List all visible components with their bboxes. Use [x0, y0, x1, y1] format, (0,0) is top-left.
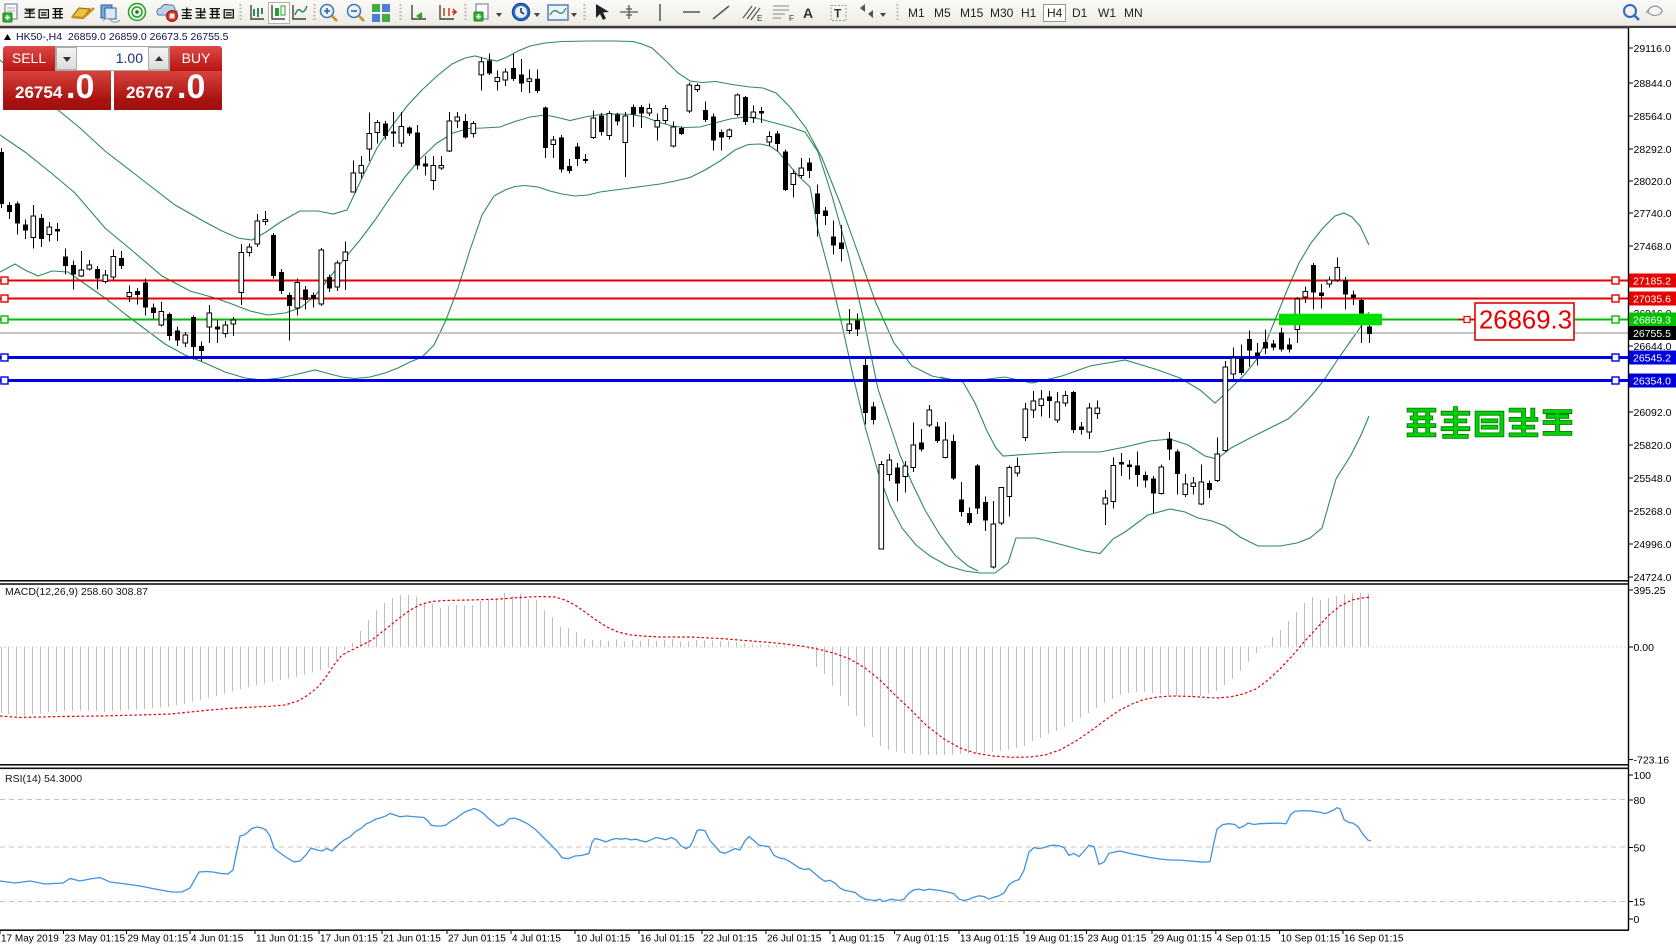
svg-text:0.00: 0.00 — [1634, 642, 1655, 654]
svg-text:28844.0: 28844.0 — [1634, 78, 1672, 90]
svg-text:26354.0: 26354.0 — [1633, 376, 1671, 388]
svg-text:28564.0: 28564.0 — [1634, 111, 1672, 123]
svg-text:29 May 01:15: 29 May 01:15 — [128, 934, 189, 945]
svg-text:24996.0: 24996.0 — [1634, 539, 1672, 551]
svg-text:A: A — [803, 5, 813, 21]
svg-text:17 Jun 01:15: 17 Jun 01:15 — [320, 934, 378, 945]
svg-text:25268.0: 25268.0 — [1634, 506, 1672, 518]
svg-text:19 Aug 01:15: 19 Aug 01:15 — [1025, 934, 1084, 945]
svg-text:22 Jul 01:15: 22 Jul 01:15 — [703, 934, 758, 945]
svg-text:16 Sep 01:15: 16 Sep 01:15 — [1344, 934, 1404, 945]
svg-text:13 Aug 01:15: 13 Aug 01:15 — [960, 934, 1019, 945]
svg-text:26 Jul 01:15: 26 Jul 01:15 — [767, 934, 822, 945]
svg-text:15: 15 — [1634, 896, 1646, 908]
svg-text:4 Jul 01:15: 4 Jul 01:15 — [512, 934, 561, 945]
svg-text:27740.0: 27740.0 — [1634, 208, 1672, 220]
svg-text:25820.0: 25820.0 — [1634, 440, 1672, 452]
svg-text:26092.0: 26092.0 — [1634, 407, 1672, 419]
svg-text:50: 50 — [1634, 842, 1646, 854]
svg-text:7 Aug 01:15: 7 Aug 01:15 — [896, 934, 950, 945]
svg-text:17 May 2019: 17 May 2019 — [1, 934, 59, 945]
svg-text:29116.0: 29116.0 — [1634, 43, 1671, 55]
svg-text:1 Aug 01:15: 1 Aug 01:15 — [831, 934, 885, 945]
svg-text:27035.6: 27035.6 — [1633, 294, 1671, 306]
svg-text:11 Jun 01:15: 11 Jun 01:15 — [256, 934, 314, 945]
svg-text:24724.0: 24724.0 — [1634, 572, 1672, 584]
svg-text:26644.0: 26644.0 — [1634, 341, 1672, 353]
svg-text:25548.0: 25548.0 — [1634, 473, 1672, 485]
svg-text:RSI(14) 54.3000: RSI(14) 54.3000 — [5, 773, 82, 785]
svg-text:E: E — [757, 14, 762, 23]
svg-text:28020.0: 28020.0 — [1634, 176, 1672, 188]
svg-text:MACD(12,26,9) 258.60 308.87: MACD(12,26,9) 258.60 308.87 — [5, 586, 148, 598]
svg-text:29 Aug 01:15: 29 Aug 01:15 — [1153, 934, 1212, 945]
svg-text:4 Sep 01:15: 4 Sep 01:15 — [1217, 934, 1271, 945]
svg-text:10 Sep 01:15: 10 Sep 01:15 — [1281, 934, 1341, 945]
svg-text:0: 0 — [1634, 914, 1640, 926]
svg-text:16 Jul 01:15: 16 Jul 01:15 — [640, 934, 695, 945]
svg-text:26869.3: 26869.3 — [1633, 315, 1671, 327]
svg-text:26755.5: 26755.5 — [1633, 328, 1671, 340]
svg-text:-723.16: -723.16 — [1634, 754, 1670, 766]
svg-text:F: F — [789, 14, 794, 23]
svg-text:10 Jul 01:15: 10 Jul 01:15 — [576, 934, 631, 945]
svg-text:26545.2: 26545.2 — [1633, 353, 1671, 365]
svg-text:26869.3: 26869.3 — [1479, 305, 1572, 335]
svg-text:28292.0: 28292.0 — [1634, 144, 1672, 156]
svg-text:21 Jun 01:15: 21 Jun 01:15 — [383, 934, 441, 945]
svg-text:HK50-,H4 26859.0 26859.0 2667: HK50-,H4 26859.0 26859.0 26673.5 26755.5 — [16, 31, 229, 43]
svg-text:80: 80 — [1634, 795, 1646, 807]
svg-text:27468.0: 27468.0 — [1634, 241, 1672, 253]
svg-text:100: 100 — [1634, 770, 1652, 782]
svg-text:23 Aug 01:15: 23 Aug 01:15 — [1088, 934, 1147, 945]
svg-text:27185.2: 27185.2 — [1633, 276, 1671, 288]
svg-text:27 Jun 01:15: 27 Jun 01:15 — [448, 934, 506, 945]
svg-text:T: T — [834, 7, 842, 21]
svg-text:4 Jun 01:15: 4 Jun 01:15 — [191, 934, 244, 945]
svg-text:23 May 01:15: 23 May 01:15 — [65, 934, 126, 945]
svg-text:395.25: 395.25 — [1634, 585, 1666, 597]
